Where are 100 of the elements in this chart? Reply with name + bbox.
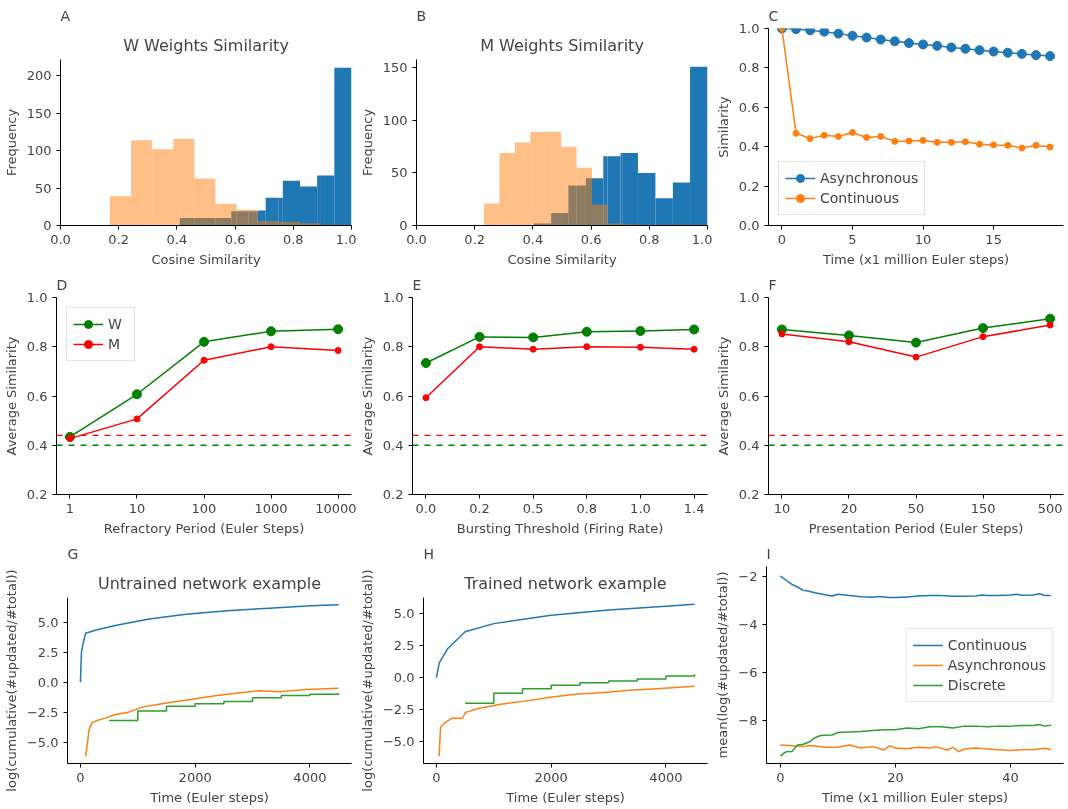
chart-title: Untrained network example (97, 573, 322, 593)
x-tick-label: 10000 (315, 500, 357, 516)
x-tick-label: 0.8 (576, 500, 598, 516)
x-tick-label: 15 (985, 231, 1002, 247)
legend-label: Discrete (947, 676, 1006, 693)
text: G (67, 545, 79, 562)
x-tick-label: 2000 (534, 769, 568, 785)
y-tick-label: 5.0 (393, 606, 415, 622)
x-tick-label: 0 (76, 769, 85, 785)
y-axis-title: Similarity (715, 95, 731, 158)
y-tick-label: 200 (26, 68, 52, 84)
legend-label: Continuous (947, 636, 1027, 653)
chart-title: M Weights Similarity (480, 35, 644, 55)
x-tick-label: 10 (914, 231, 932, 247)
y-tick-label: 0.0 (37, 674, 59, 690)
y-tick-label: 1.0 (26, 290, 48, 305)
legend-label: W (108, 316, 123, 332)
x-axis-title: Cosine Similarity (151, 251, 261, 267)
y-tick-label: −4 (738, 616, 758, 632)
y-tick-label: 150 (382, 60, 408, 76)
y-tick-label: 0.4 (738, 437, 760, 453)
x-tick-label: 4000 (649, 769, 683, 785)
x-axis-title: Time (x1 million Euler steps) (821, 251, 1010, 267)
y-tick-label: 50 (34, 180, 52, 196)
legend-label: M (108, 336, 122, 352)
y-tick-label: 2.5 (37, 644, 59, 660)
chart-title: Trained network example (463, 573, 667, 593)
x-tick-label: 0 (776, 769, 785, 785)
x-tick-label: 0 (432, 769, 441, 785)
y-tick-label: 0 (43, 218, 52, 233)
y-tick-label: 0.6 (26, 388, 48, 404)
x-tick-label: 500 (1037, 500, 1063, 516)
x-tick-label: 40 (1002, 769, 1019, 785)
x-tick-label: 0.2 (108, 231, 130, 247)
y-tick-label: 2.5 (393, 638, 415, 654)
x-axis-title: Time (Euler steps) (149, 789, 269, 805)
y-tick-label: 0.6 (382, 388, 404, 404)
x-tick-label: 100 (191, 500, 217, 516)
x-tick-label: 0 (777, 231, 787, 247)
y-tick-label: −5.0 (26, 734, 59, 750)
y-tick-label: −2.5 (26, 704, 59, 720)
y-axis-title: log(cumulative(#updated/#total)) (359, 569, 375, 792)
chart-title: W Weights Similarity (123, 35, 289, 55)
y-tick-label: −8 (738, 713, 758, 729)
x-tick-label: 1 (65, 500, 75, 516)
x-tick-label: 2000 (178, 769, 212, 785)
text: D (56, 276, 68, 293)
y-tick-label: −2 (738, 568, 758, 584)
x-tick-label: 0.8 (638, 231, 660, 247)
x-tick-label: 0.0 (415, 500, 437, 516)
x-tick-label: 20 (887, 769, 904, 785)
y-tick-label: 0.8 (738, 339, 760, 355)
text: C (768, 7, 779, 24)
x-tick-label: 10 (773, 500, 791, 516)
x-tick-label: 1000 (254, 500, 288, 516)
y-tick-label: 0.4 (26, 437, 48, 453)
x-axis-title: Refractory Period (Euler Steps) (103, 520, 305, 536)
y-tick-label: 0.6 (738, 99, 760, 115)
x-tick-label: 0.0 (406, 231, 427, 247)
text: I (766, 545, 771, 562)
y-tick-label: 0.8 (738, 60, 760, 76)
x-axis-title: Presentation Period (Euler Steps) (808, 520, 1024, 536)
x-tick-label: 0.2 (469, 500, 490, 516)
y-tick-label: 0.0 (738, 218, 760, 233)
y-axis-title: Frequency (3, 108, 19, 177)
y-tick-label: 0.2 (738, 178, 760, 194)
x-axis-title: Time (x1 million Euler steps) (820, 789, 1009, 805)
y-tick-label: −5.0 (382, 734, 415, 750)
x-tick-label: 50 (907, 500, 925, 516)
x-tick-label: 0.2 (464, 231, 486, 247)
text: H (423, 545, 435, 562)
x-tick-label: 0.6 (580, 231, 602, 247)
y-tick-label: 1.0 (382, 290, 404, 305)
x-axis-title: Bursting Threshold (Firing Rate) (456, 520, 664, 536)
y-axis-title: Frequency (359, 108, 375, 177)
x-tick-label: 10 (128, 500, 146, 516)
y-axis-title: mean(log(#updated/#total)) (715, 571, 731, 759)
legend-label: Asynchronous (820, 170, 919, 186)
x-tick-label: 20 (840, 500, 858, 516)
x-tick-label: 1.0 (691, 231, 713, 247)
x-tick-label: 150 (970, 500, 996, 516)
y-axis-title: Average Similarity (359, 336, 375, 456)
text: F (768, 276, 777, 293)
x-tick-label: 0.5 (522, 500, 544, 516)
x-tick-label: 0.8 (282, 231, 304, 247)
x-axis-title: Time (Euler steps) (505, 789, 625, 805)
y-tick-label: 1.0 (738, 290, 760, 305)
text: A (60, 7, 71, 24)
y-axis-title: log(cumulative(#updated/#total)) (3, 569, 19, 792)
x-tick-label: 0.0 (50, 231, 71, 247)
x-axis-title: Cosine Similarity (507, 251, 617, 267)
y-tick-label: 0 (399, 218, 408, 233)
y-tick-label: 0.0 (393, 670, 415, 686)
x-tick-label: 0.4 (522, 231, 544, 247)
y-tick-label: −2.5 (382, 702, 415, 718)
x-tick-label: 0.4 (166, 231, 188, 247)
x-tick-label: 1.0 (335, 231, 357, 247)
y-tick-label: 1.0 (738, 21, 760, 36)
legend-label: Asynchronous (947, 656, 1046, 673)
x-tick-label: 1.0 (630, 500, 651, 516)
